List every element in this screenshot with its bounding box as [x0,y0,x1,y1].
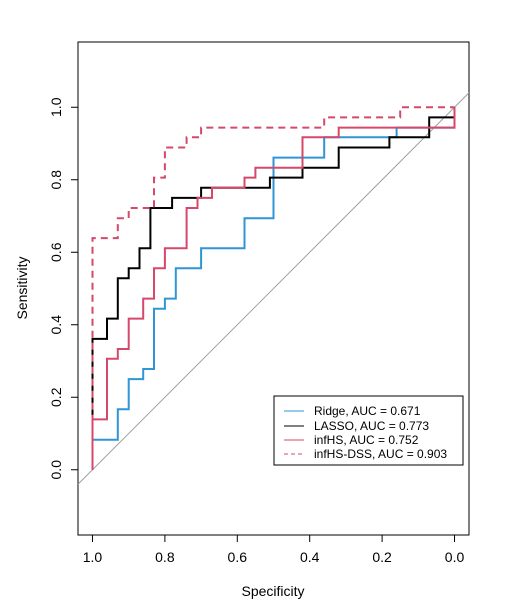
x-tick-label: 1.0 [83,549,103,565]
y-tick-label: 0.6 [48,242,64,262]
x-tick-label: 0.6 [228,549,248,565]
legend-box [273,395,464,466]
reference-diagonal [77,92,470,485]
legend-label-lasso: LASSO, AUC = 0.773 [314,419,429,433]
y-tick-label: 0.0 [48,460,64,480]
y-tick-label: 0.8 [48,170,64,190]
legend-label-infhs: infHS, AUC = 0.752 [314,433,419,447]
y-tick-label: 0.4 [48,315,64,335]
x-axis-label: Specificity [241,583,304,599]
series-line-2 [91,107,456,470]
legend-label-ridge: Ridge, AUC = 0.671 [314,404,421,418]
y-axis-label: Sensitivity [14,256,30,319]
x-axis: 1.0 0.8 0.6 0.4 0.2 0.0 [83,534,465,565]
series-line-0 [91,107,456,470]
y-tick-label: 0.2 [48,387,64,407]
y-tick-label: 1.0 [48,97,64,117]
legend-item-lasso: LASSO, AUC = 0.773 [284,419,429,433]
legend-label-infhs-dss: infHS-DSS, AUC = 0.903 [314,447,447,461]
legend: Ridge, AUC = 0.671 LASSO, AUC = 0.773 in… [273,395,464,466]
x-tick-label: 0.0 [445,549,465,565]
x-tick-label: 0.4 [300,549,320,565]
legend-item-infhs: infHS, AUC = 0.752 [284,433,419,447]
legend-item-ridge: Ridge, AUC = 0.671 [284,404,421,418]
x-tick-label: 0.2 [372,549,392,565]
legend-item-infhs-dss: infHS-DSS, AUC = 0.903 [284,447,447,461]
y-axis: 0.0 0.2 0.4 0.6 0.8 1.0 [48,97,79,480]
x-tick-label: 0.8 [155,549,175,565]
series-layer [91,106,456,470]
series-line-3 [91,106,455,470]
